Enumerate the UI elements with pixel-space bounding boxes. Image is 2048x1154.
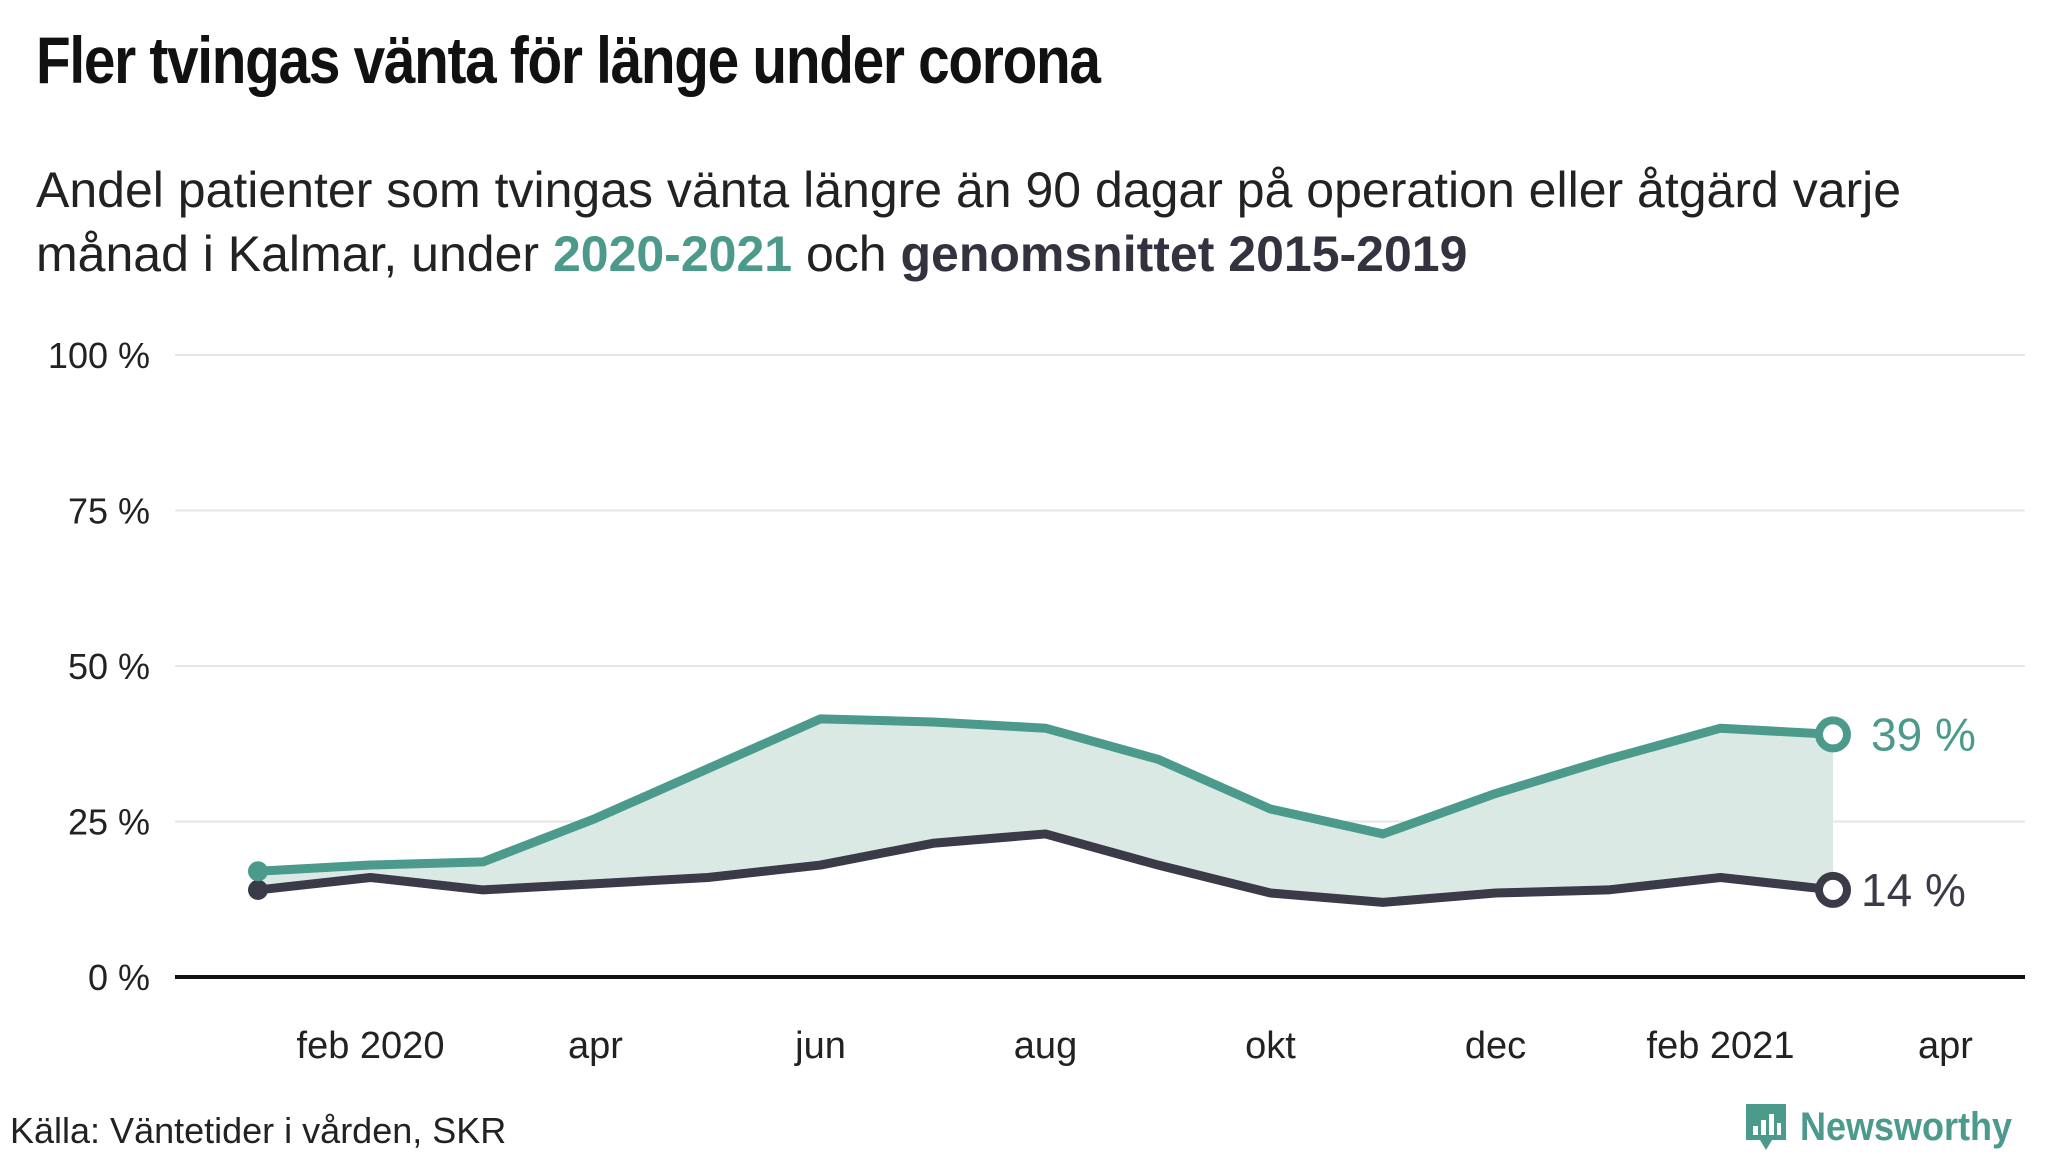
y-tick-label: 100 % (48, 335, 150, 376)
y-tick-label: 50 % (68, 646, 150, 687)
chart-subtitle: Andel patienter som tvingas vänta längre… (36, 158, 2026, 286)
series-end-label-2020-2021: 39 % (1871, 708, 1976, 760)
y-tick-label: 0 % (88, 957, 150, 998)
area-between-series (258, 718, 1833, 903)
subtitle-series-b: genomsnittet 2015-2019 (900, 226, 1468, 282)
subtitle-connector: och (792, 226, 901, 282)
series-start-point-average (248, 879, 268, 900)
series-start-point-2020-2021 (248, 861, 268, 882)
y-tick-label: 75 % (68, 491, 150, 532)
x-tick-label: apr (1918, 1025, 1973, 1067)
subtitle-series-a: 2020-2021 (552, 226, 793, 282)
x-tick-label: feb 2020 (297, 1025, 445, 1067)
series-end-point-average (1815, 871, 1851, 908)
newsworthy-logo-icon (1746, 1104, 1787, 1150)
x-tick-label: dec (1465, 1025, 1526, 1067)
series-end-point-2020-2021 (1815, 716, 1851, 753)
series-end-label-average: 14 % (1861, 864, 1966, 916)
x-tick-label: okt (1245, 1025, 1296, 1067)
y-tick-label: 25 % (68, 802, 150, 843)
series-line-2020-2021 (253, 714, 1838, 876)
subtitle-text: Andel patienter som tvingas vänta längre… (36, 162, 1902, 282)
x-tick-label: apr (568, 1025, 623, 1067)
brand-logo: Newsworthy (1742, 1100, 2036, 1154)
series-line-average (253, 829, 1838, 907)
chart-title: Fler tvingas vänta för länge under coron… (36, 23, 1101, 97)
x-tick-label: jun (794, 1025, 846, 1067)
source-note: Källa: Väntetider i vården, SKR (10, 1110, 507, 1151)
x-tick-label: aug (1014, 1025, 1077, 1067)
brand-name: Newsworthy (1800, 1104, 2013, 1149)
x-tick-label: feb 2021 (1647, 1025, 1795, 1067)
